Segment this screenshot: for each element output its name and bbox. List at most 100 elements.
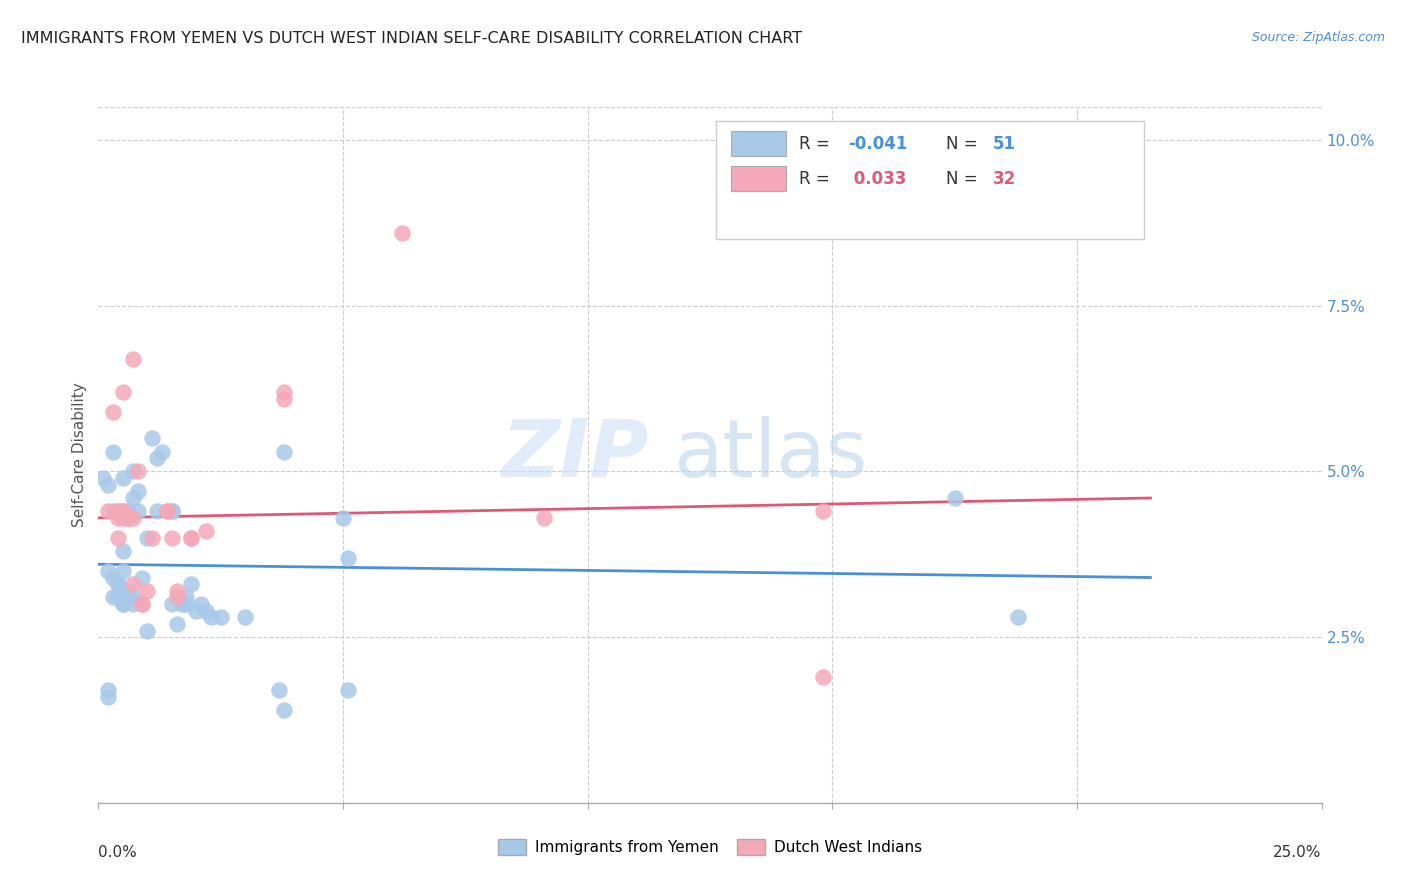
Point (209, 610, 232, 624)
Point (811, 504, 834, 518)
Point (186, 604, 208, 618)
Point (180, 577, 202, 591)
Point (150, 444, 173, 458)
Point (200, 610, 222, 624)
Point (943, 491, 966, 505)
Text: 25.0%: 25.0% (1274, 845, 1322, 860)
Point (170, 597, 193, 611)
Point (111, 384, 134, 399)
Text: 0.0%: 0.0% (98, 845, 138, 860)
Point (111, 544, 134, 558)
Point (101, 570, 124, 584)
Text: 51: 51 (993, 135, 1015, 153)
Point (131, 597, 153, 611)
Point (121, 491, 143, 505)
Point (101, 591, 124, 605)
Point (273, 444, 295, 458)
Point (166, 616, 188, 631)
Point (117, 511, 139, 525)
Point (533, 511, 555, 525)
Text: Source: ZipAtlas.com: Source: ZipAtlas.com (1251, 31, 1385, 45)
Point (101, 405, 124, 419)
FancyBboxPatch shape (716, 121, 1144, 239)
Point (166, 591, 188, 605)
FancyBboxPatch shape (731, 166, 786, 191)
Point (107, 511, 129, 525)
Text: -0.041: -0.041 (848, 135, 908, 153)
Legend: Immigrants from Yemen, Dutch West Indians: Immigrants from Yemen, Dutch West Indian… (492, 833, 928, 862)
Point (190, 597, 212, 611)
Point (127, 504, 149, 518)
Point (101, 444, 124, 458)
Point (156, 504, 179, 518)
Point (97, 690, 120, 704)
Point (107, 504, 129, 518)
Text: 0.033: 0.033 (848, 169, 907, 187)
Text: N =: N = (946, 169, 983, 187)
Point (107, 531, 129, 545)
Point (156, 504, 179, 518)
Point (811, 670, 834, 684)
Point (117, 504, 139, 518)
Point (136, 624, 159, 638)
Point (117, 511, 139, 525)
Point (146, 451, 169, 466)
Point (111, 504, 134, 518)
FancyBboxPatch shape (731, 131, 786, 156)
Text: ZIP: ZIP (502, 416, 650, 494)
Point (136, 583, 159, 598)
Point (160, 597, 183, 611)
Text: atlas: atlas (673, 416, 868, 494)
Point (273, 384, 295, 399)
Point (180, 531, 202, 545)
Point (121, 465, 143, 479)
Point (195, 604, 218, 618)
Point (111, 564, 134, 578)
Point (121, 511, 143, 525)
Point (127, 465, 149, 479)
Text: R =: R = (800, 135, 835, 153)
Text: R =: R = (800, 169, 835, 187)
Point (107, 504, 129, 518)
Point (107, 577, 129, 591)
Point (117, 583, 139, 598)
Point (131, 570, 153, 584)
Point (160, 531, 183, 545)
Text: N =: N = (946, 135, 983, 153)
Point (97, 683, 120, 698)
Point (111, 597, 134, 611)
Point (107, 577, 129, 591)
Point (273, 703, 295, 717)
Point (97, 477, 120, 491)
Point (121, 351, 143, 366)
Point (332, 511, 354, 525)
Point (146, 504, 169, 518)
Point (97, 564, 120, 578)
Text: 32: 32 (993, 169, 1017, 187)
Point (141, 531, 163, 545)
Point (111, 471, 134, 485)
Point (336, 550, 359, 565)
Point (1007, 610, 1029, 624)
Point (160, 504, 183, 518)
Point (166, 583, 188, 598)
Point (336, 683, 359, 698)
Point (121, 591, 143, 605)
Point (160, 504, 183, 518)
Point (136, 531, 159, 545)
Text: IMMIGRANTS FROM YEMEN VS DUTCH WEST INDIAN SELF-CARE DISABILITY CORRELATION CHAR: IMMIGRANTS FROM YEMEN VS DUTCH WEST INDI… (21, 31, 803, 46)
Point (91, 471, 114, 485)
Point (233, 610, 256, 624)
Point (117, 591, 139, 605)
Point (111, 597, 134, 611)
Point (107, 591, 129, 605)
Point (121, 597, 143, 611)
Point (121, 577, 143, 591)
Point (97, 504, 120, 518)
Point (195, 524, 218, 538)
Point (273, 392, 295, 406)
Point (269, 683, 291, 698)
Point (117, 511, 139, 525)
Point (391, 226, 413, 240)
Point (141, 431, 163, 445)
